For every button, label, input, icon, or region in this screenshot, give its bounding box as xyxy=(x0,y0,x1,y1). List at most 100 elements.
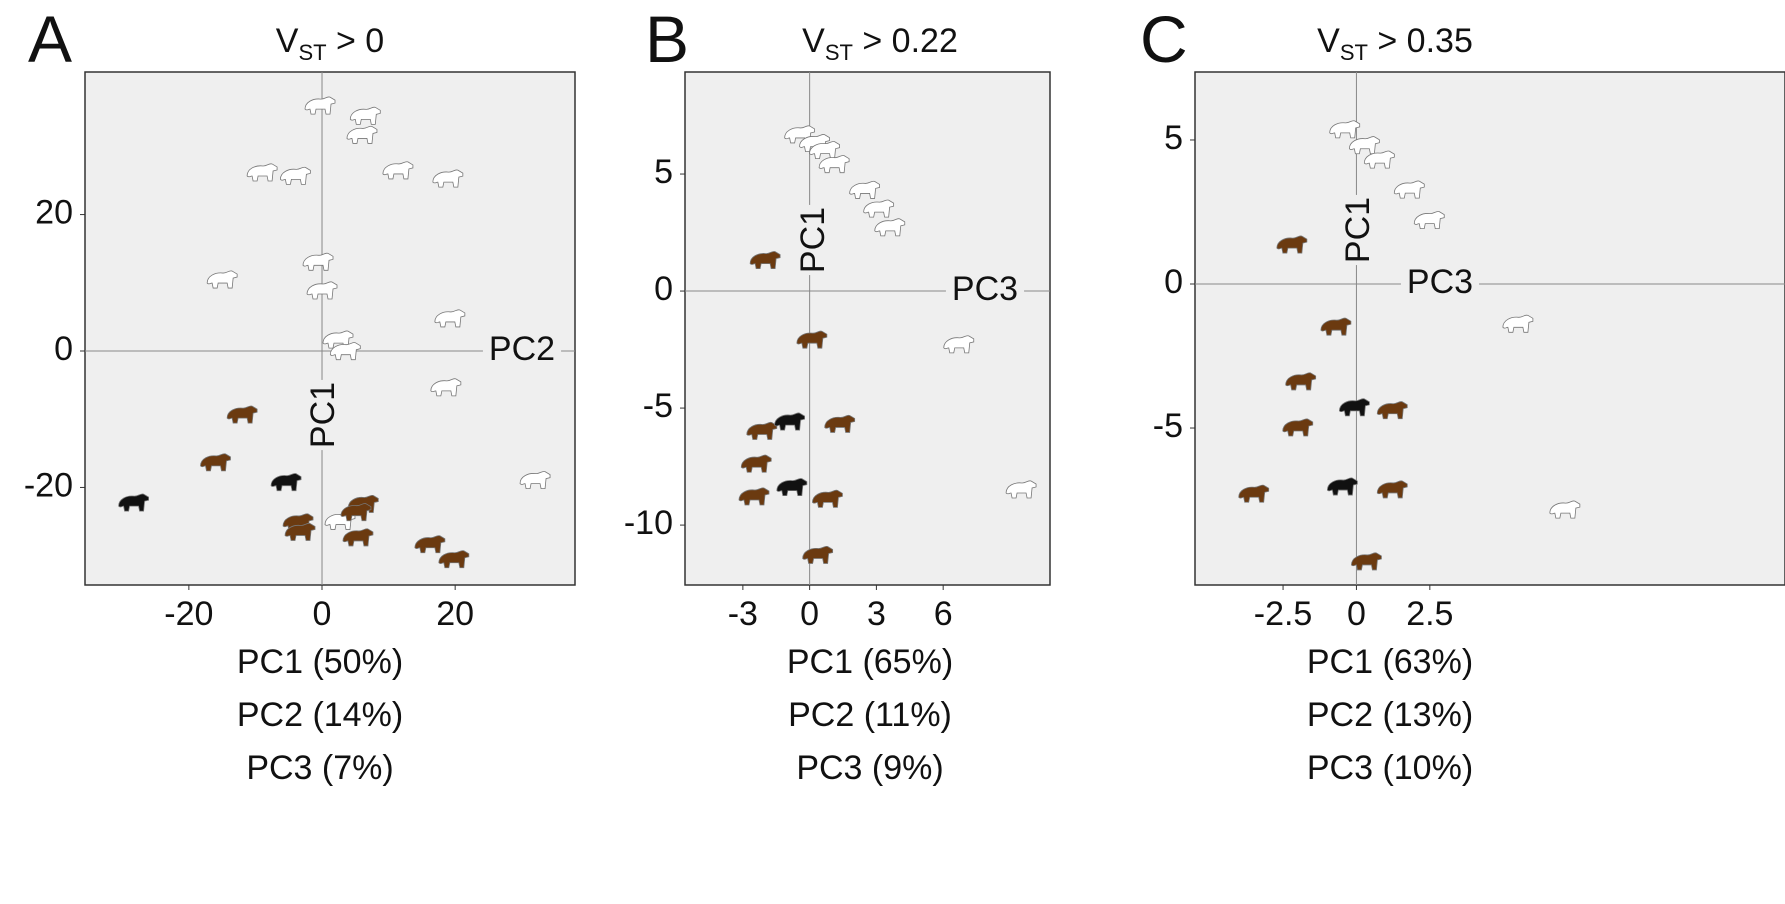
bear-point xyxy=(1549,500,1581,519)
bear-point xyxy=(746,421,778,440)
title-main: V xyxy=(1317,22,1340,60)
bear-point xyxy=(1285,372,1317,391)
y-tick-label: -5 xyxy=(1153,407,1183,445)
bear-point xyxy=(322,330,354,349)
title-subscript: ST xyxy=(298,40,326,65)
bear-point xyxy=(382,161,414,180)
label-background xyxy=(790,204,840,276)
bear-point xyxy=(346,125,378,144)
panel-title: VST > 0.22 xyxy=(802,22,958,65)
panel-letter: C xyxy=(1140,2,1188,76)
bear-point xyxy=(809,141,840,160)
bear-point xyxy=(1502,314,1534,333)
bear-point xyxy=(1282,418,1314,437)
plot-area xyxy=(684,71,1051,586)
x-tick-label: -2.5 xyxy=(1254,595,1313,633)
y-tick-label: 20 xyxy=(35,194,73,232)
bear-point xyxy=(302,252,334,271)
bear-point xyxy=(414,535,446,554)
bear-point xyxy=(863,199,895,218)
axis-label: PC1 xyxy=(304,382,342,448)
bear-point xyxy=(329,342,361,361)
y-tick-label: -20 xyxy=(24,466,73,504)
x-tick-label: 6 xyxy=(934,595,953,633)
bear-point xyxy=(943,335,975,354)
x-tick-label: -3 xyxy=(728,595,758,633)
axis-label: PC3 xyxy=(1407,263,1473,301)
bear-point xyxy=(1393,180,1425,199)
bear-point xyxy=(1348,136,1380,155)
title-rest: > 0 xyxy=(327,22,385,60)
bear-point xyxy=(226,405,258,424)
bear-point xyxy=(118,493,150,512)
label-background xyxy=(482,330,562,372)
bear-point xyxy=(432,169,464,188)
title-main: V xyxy=(276,22,299,60)
x-tick-label: 20 xyxy=(436,595,474,633)
x-tick-label: 2.5 xyxy=(1406,595,1453,633)
x-tick-label: 0 xyxy=(800,595,819,633)
y-tick-label: 0 xyxy=(654,270,673,308)
axis-label: PC3 xyxy=(952,270,1018,308)
title-subscript: ST xyxy=(1340,40,1368,65)
variance-label: PC1 (65%) xyxy=(787,643,953,681)
panel-title: VST > 0 xyxy=(276,22,384,65)
bear-point xyxy=(874,218,906,237)
bear-point xyxy=(438,550,470,569)
bear-point xyxy=(284,522,316,541)
variance-label: PC3 (9%) xyxy=(796,749,943,787)
bear-point xyxy=(1363,150,1395,169)
axis-label: PC1 xyxy=(1339,197,1377,263)
bear-point xyxy=(430,378,462,397)
bear-point xyxy=(279,166,311,185)
bear-point xyxy=(206,270,238,289)
panel: C VST > 0.35 -2.5 0 2.5 5 0 -5 PC3 PC1 PC1 (63%) PC… xyxy=(1140,2,1785,787)
variance-label: PC2 (11%) xyxy=(788,696,952,734)
bear-point xyxy=(1376,401,1408,420)
y-tick-label: 5 xyxy=(1164,119,1183,157)
bear-point xyxy=(776,478,808,497)
bear-point xyxy=(349,106,381,125)
bear-point xyxy=(1320,317,1352,336)
x-tick-label: 0 xyxy=(1347,595,1366,633)
y-tick-label: 5 xyxy=(654,153,673,191)
bear-point xyxy=(1351,552,1382,571)
x-tick-label: 3 xyxy=(867,595,886,633)
bear-point xyxy=(740,454,772,473)
title-main: V xyxy=(802,22,825,60)
y-tick-label: 0 xyxy=(54,330,73,368)
bear-point xyxy=(270,473,302,492)
panel-letter: A xyxy=(28,2,72,76)
axis-label: PC2 xyxy=(489,330,555,368)
bear-point xyxy=(1376,480,1408,499)
bear-point xyxy=(812,489,843,508)
label-background xyxy=(300,379,350,451)
panel: A VST > 0 -20 0 20 20 0 -20 PC2 PC1 PC1 (50%) PC2 (… xyxy=(24,2,576,787)
bear-point xyxy=(519,471,551,490)
bear-point xyxy=(304,96,336,115)
bear-point xyxy=(1338,398,1370,417)
bear-point xyxy=(849,180,881,199)
plot-area xyxy=(84,71,576,586)
bear-point xyxy=(434,309,466,328)
variance-label: PC2 (14%) xyxy=(237,696,403,734)
title-rest: > 0.35 xyxy=(1368,22,1473,60)
label-background xyxy=(1400,263,1480,305)
bear-point xyxy=(738,487,770,506)
plot-area xyxy=(1194,71,1785,586)
bear-point xyxy=(1413,211,1445,230)
x-tick-label: -20 xyxy=(164,595,213,633)
panel: B VST > 0.22 -3 0 3 6 5 0 -5 -10 PC3 PC1 PC1 (65%) PC… xyxy=(624,2,1051,787)
bear-point xyxy=(1238,484,1270,503)
y-tick-label: -10 xyxy=(624,504,673,542)
bear-point xyxy=(1276,235,1308,254)
bear-point xyxy=(1329,120,1361,139)
y-tick-label: 0 xyxy=(1164,263,1183,301)
bear-point xyxy=(1326,477,1358,496)
variance-label: PC3 (7%) xyxy=(246,749,393,787)
bear-point xyxy=(749,251,781,270)
x-tick-label: 0 xyxy=(313,595,332,633)
bear-point xyxy=(802,545,834,564)
